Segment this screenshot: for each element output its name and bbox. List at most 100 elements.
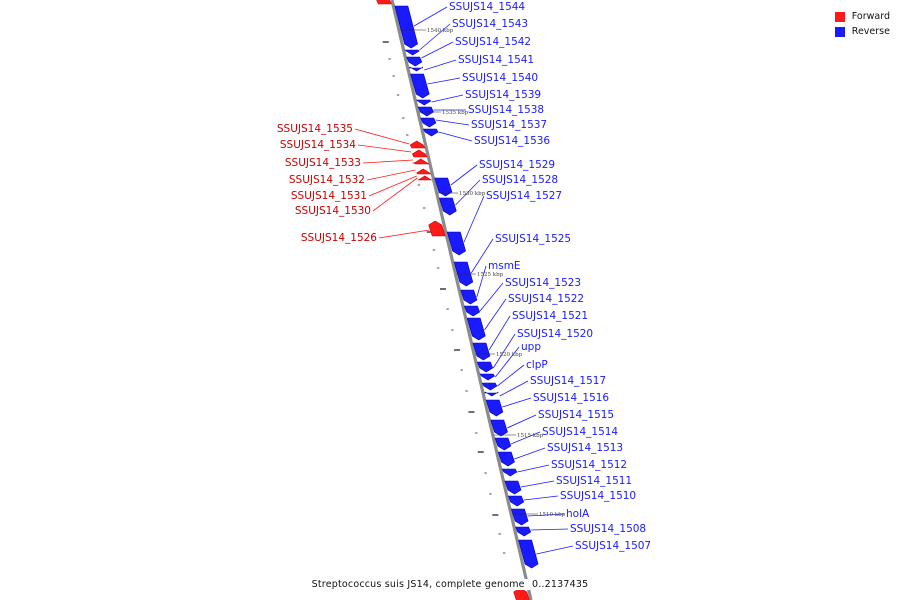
genome-caption: Streptococcus suis JS14, complete genome… bbox=[0, 579, 900, 590]
reverse-label-leader bbox=[470, 238, 494, 274]
reverse-gene-label[interactable]: SSUJS14_1527 bbox=[486, 190, 562, 202]
reverse-gene-block bbox=[484, 391, 499, 397]
genome-title: Streptococcus suis JS14, complete genome bbox=[309, 579, 527, 590]
forward-gene-block bbox=[417, 175, 433, 181]
reverse-gene-block bbox=[422, 128, 439, 137]
legend-label-reverse: Reverse bbox=[851, 26, 890, 37]
forward-gene-label[interactable]: SSUJS14_1526 bbox=[301, 232, 377, 244]
forward-label-leader bbox=[362, 159, 414, 164]
reverse-gene-label[interactable]: SSUJS14_1520 bbox=[517, 328, 593, 340]
reverse-gene-label[interactable]: SSUJS14_1508 bbox=[570, 523, 646, 535]
reverse-label-leader bbox=[450, 164, 478, 186]
reverse-label-leader bbox=[523, 495, 559, 501]
reverse-gene-label[interactable]: SSUJS14_1521 bbox=[512, 310, 588, 322]
reverse-label-leader bbox=[520, 480, 555, 488]
reverse-gene-label[interactable]: clpP bbox=[526, 359, 548, 371]
reverse-gene-block bbox=[515, 526, 532, 537]
reverse-gene-label[interactable]: SSUJS14_1511 bbox=[556, 475, 632, 487]
legend-label-forward: Forward bbox=[851, 11, 890, 22]
reverse-label-leader bbox=[479, 282, 504, 312]
reverse-gene-block bbox=[446, 231, 466, 256]
reverse-gene-block bbox=[415, 99, 432, 106]
reverse-label-leader bbox=[495, 346, 520, 378]
reverse-label-leader bbox=[419, 23, 451, 51]
reverse-gene-block bbox=[518, 539, 539, 569]
reverse-gene-label[interactable]: SSUJS14_1541 bbox=[458, 54, 534, 66]
reverse-label-leader bbox=[510, 431, 541, 445]
reverse-gene-label[interactable]: SSUJS14_1539 bbox=[465, 89, 541, 101]
reverse-gene-block bbox=[510, 508, 529, 526]
reverse-gene-label[interactable]: SSUJS14_1507 bbox=[575, 540, 651, 552]
reverse-gene-block bbox=[394, 5, 418, 49]
forward-label-leader bbox=[357, 144, 412, 153]
reverse-gene-block bbox=[504, 480, 522, 495]
reverse-label-leader bbox=[455, 179, 481, 206]
reverse-gene-label[interactable]: SSUJS14_1516 bbox=[533, 392, 609, 404]
reverse-gene-block bbox=[438, 197, 457, 216]
reverse-gene-label[interactable]: SSUJS14_1543 bbox=[452, 18, 528, 30]
coordinate-tick-label: 1540 kbp bbox=[427, 28, 454, 34]
reverse-label-leader bbox=[484, 298, 507, 331]
reverse-label-leader bbox=[536, 545, 574, 555]
reverse-label-leader bbox=[424, 59, 457, 71]
reverse-gene-label[interactable]: SSUJS14_1538 bbox=[468, 104, 544, 116]
strand-legend: Forward Reverse bbox=[834, 9, 890, 39]
forward-gene-label[interactable]: SSUJS14_1532 bbox=[289, 174, 365, 186]
coordinate-tick-label: 1530 kbp bbox=[459, 191, 486, 197]
reverse-gene-label[interactable]: SSUJS14_1540 bbox=[462, 72, 538, 84]
reverse-label-leader bbox=[463, 195, 485, 243]
reverse-gene-label[interactable]: upp bbox=[521, 341, 541, 353]
forward-gene-label[interactable]: SSUJS14_1534 bbox=[280, 139, 356, 151]
reverse-gene-label[interactable]: SSUJS14_1517 bbox=[530, 375, 606, 387]
reverse-label-leader bbox=[435, 119, 470, 126]
forward-swatch bbox=[834, 11, 845, 22]
reverse-label-leader bbox=[421, 41, 454, 59]
gene-labels: SSUJS14_1544 SSUJS14_1543 SSUJS14_1542 SSUJ… bbox=[277, 1, 651, 552]
reverse-gene-block bbox=[507, 495, 525, 507]
coordinate-tick-label: 1525 kbp bbox=[477, 272, 504, 278]
forward-gene-block bbox=[413, 158, 430, 165]
reverse-gene-label[interactable]: SSUJS14_1523 bbox=[505, 277, 581, 289]
reverse-gene-label[interactable]: SSUJS14_1537 bbox=[471, 119, 547, 131]
label-leader-lines bbox=[354, 6, 574, 555]
reverse-label-leader bbox=[497, 364, 525, 387]
reverse-gene-label[interactable]: SSUJS14_1544 bbox=[449, 1, 525, 13]
reverse-gene-label[interactable]: SSUJS14_1522 bbox=[508, 293, 584, 305]
forward-label-leader bbox=[368, 175, 417, 197]
reverse-gene-label[interactable]: SSUJS14_1536 bbox=[474, 135, 550, 147]
reverse-gene-label[interactable]: SSUJS14_1510 bbox=[560, 490, 636, 502]
reverse-gene-label[interactable]: SSUJS14_1528 bbox=[482, 174, 558, 186]
genome-backbone bbox=[390, 0, 533, 600]
reverse-gene-block bbox=[476, 361, 494, 373]
forward-gene-label[interactable]: SSUJS14_1531 bbox=[291, 190, 367, 202]
reverse-gene-label[interactable]: SSUJS14_1512 bbox=[551, 459, 627, 471]
forward-label-leader bbox=[372, 177, 418, 212]
reverse-gene-label[interactable]: SSUJS14_1525 bbox=[495, 233, 571, 245]
reverse-gene-label[interactable]: SSUJS14_1515 bbox=[538, 409, 614, 421]
reverse-swatch bbox=[834, 26, 845, 37]
reverse-gene-block bbox=[406, 56, 423, 67]
forward-gene-label[interactable]: SSUJS14_1530 bbox=[295, 205, 371, 217]
forward-label-leader bbox=[378, 229, 430, 239]
forward-gene-label[interactable]: SSUJS14_1533 bbox=[285, 157, 361, 169]
reverse-gene-label[interactable]: msmE bbox=[488, 260, 521, 272]
forward-gene-block bbox=[428, 220, 446, 237]
reverse-gene-block bbox=[463, 305, 481, 317]
forward-gene-block bbox=[376, 0, 392, 5]
coordinate-tick-label: 1535 kbp bbox=[442, 110, 469, 116]
reverse-gene-label[interactable]: SSUJS14_1513 bbox=[547, 442, 623, 454]
reverse-label-leader bbox=[507, 414, 537, 429]
reverse-gene-block bbox=[434, 177, 453, 197]
coordinate-tick-labels: 1540 kbp 1535 kbp 1530 kbp 1525 kbp 1520 kbp… bbox=[399, 28, 566, 518]
reverse-gene-label[interactable]: holA bbox=[566, 508, 590, 520]
reverse-gene-block bbox=[494, 437, 512, 451]
reverse-gene-label[interactable]: SSUJS14_1529 bbox=[479, 159, 555, 171]
reverse-gene-block bbox=[497, 451, 515, 467]
forward-gene-label[interactable]: SSUJS14_1535 bbox=[277, 123, 353, 135]
forward-label-leader bbox=[354, 128, 410, 145]
reverse-gene-label[interactable]: SSUJS14_1514 bbox=[542, 426, 618, 438]
reverse-gene-label[interactable]: SSUJS14_1542 bbox=[455, 36, 531, 48]
coordinate-tick-label: 1510 kbp bbox=[539, 512, 566, 518]
